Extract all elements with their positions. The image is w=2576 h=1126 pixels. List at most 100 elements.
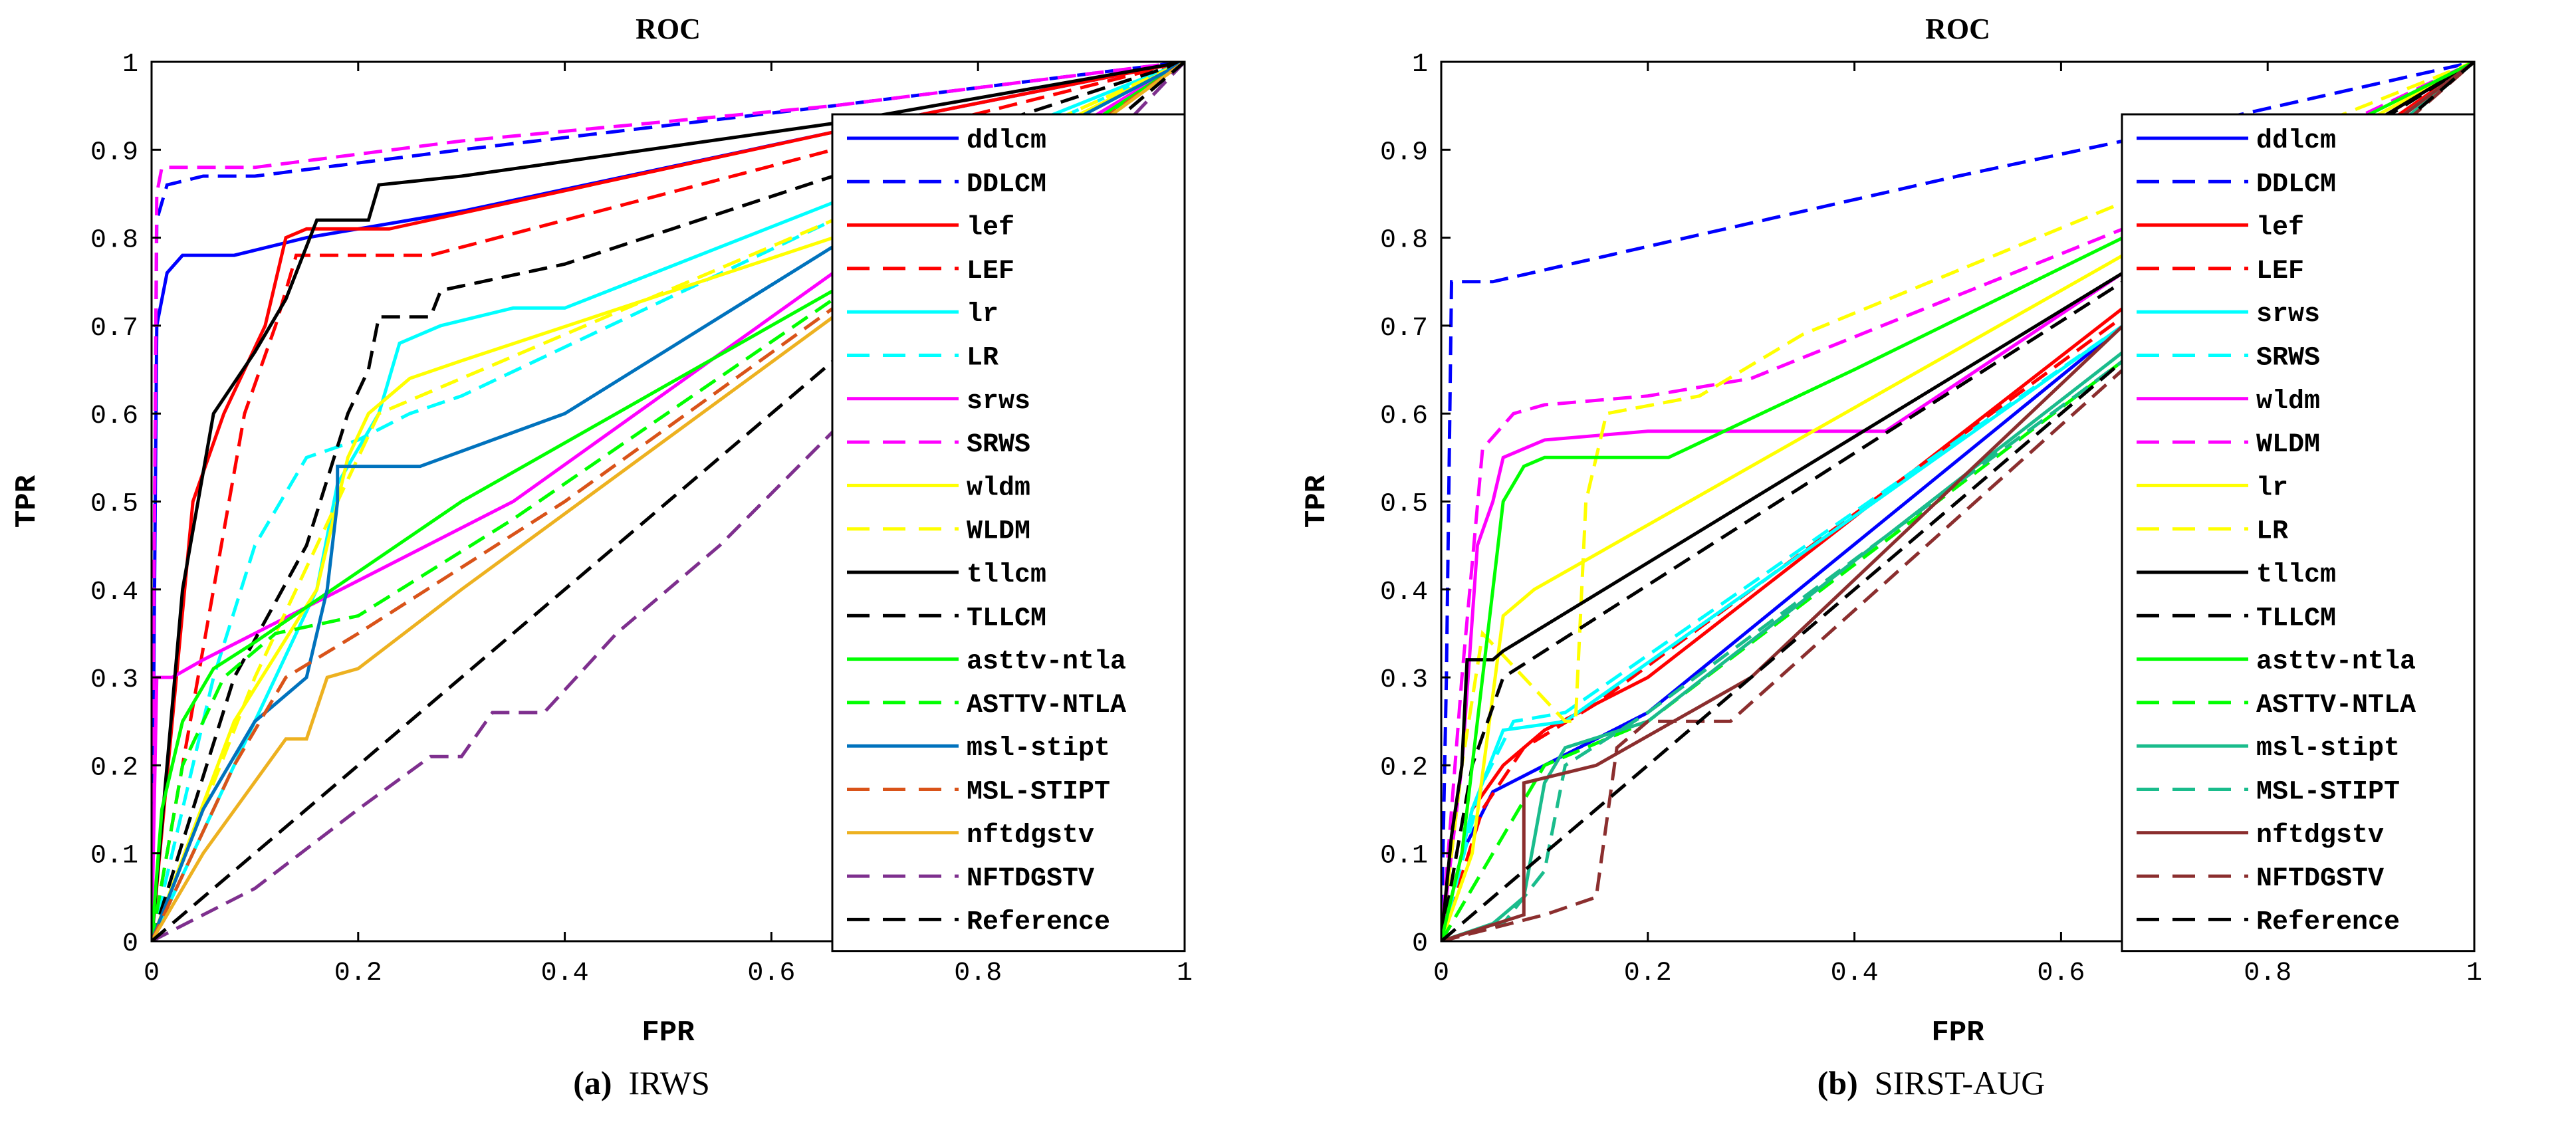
roc-chart-sirst-aug: ROC 0 0.2 0.4 0.6 0.8 1 0 0.1 0.2 0.3 0.4 0.5 0.6 0.7 0… <box>1300 13 2482 1050</box>
legend-label: srws <box>967 387 1030 417</box>
x-tick-label: 1 <box>1177 958 1193 988</box>
x-tick-label: 0 <box>144 958 160 988</box>
legend-label: ddlcm <box>967 126 1046 156</box>
x-axis-label: FPR <box>642 1016 695 1050</box>
x-tick-label: 0.4 <box>1831 958 1879 988</box>
legend-label: nftdgstv <box>2256 821 2384 851</box>
series-line-lr <box>152 62 1185 941</box>
legend-label: ASTTV-NTLA <box>967 691 1126 721</box>
legend-label: msl-stipt <box>967 734 1110 764</box>
roc-chart-irws: ROC 0 0.2 0.4 0.6 0.8 1 0 0.1 0.2 0.3 0.4 0.5 0.6 0.7 0… <box>11 13 1193 1050</box>
series-line-nftdgstv <box>152 62 1185 941</box>
caption-label: (b) <box>1817 1064 1858 1101</box>
y-tick-label: 0.9 <box>1380 138 1428 168</box>
y-tick-label: 0.3 <box>90 665 138 695</box>
series-line-wldm <box>1441 62 2474 941</box>
series-line-msl-stipt <box>152 62 1185 941</box>
legend-label: DDLCM <box>967 169 1046 199</box>
x-tick-label: 1 <box>2466 958 2482 988</box>
legend-label: DDLCM <box>2256 169 2336 199</box>
y-tick-label: 0.7 <box>1380 314 1428 344</box>
figure-caption-b: (b) SIRST-AUG <box>1290 1064 2573 1102</box>
series-line-nftdgstv <box>152 62 1185 941</box>
legend-label: NFTDGSTV <box>967 864 1094 894</box>
legend-label: nftdgstv <box>967 821 1094 851</box>
series-line-tllcm <box>152 62 1185 941</box>
caption-label: (a) <box>573 1064 612 1101</box>
y-tick-label: 0.9 <box>90 138 138 168</box>
series-line-asttv-ntla <box>152 62 1185 941</box>
legend-label: LR <box>967 344 998 374</box>
y-tick-label: 0.8 <box>90 226 138 256</box>
legend-label: lr <box>967 300 998 330</box>
roc-panel-irws: ROC 0 0.2 0.4 0.6 0.8 1 0 0.1 0.2 0.3 0.4 0.5 0.6 0.7 0… <box>0 0 1283 1126</box>
chart-title: ROC <box>636 13 701 45</box>
x-tick-label: 0.8 <box>2244 958 2291 988</box>
legend-label: srws <box>2256 300 2320 330</box>
series-line-tllcm <box>152 62 1185 941</box>
legend-label: lef <box>967 213 1014 243</box>
legend-label: TLLCM <box>2256 604 2336 633</box>
legend-label: lef <box>2256 213 2304 243</box>
legend-label: wldm <box>967 473 1030 503</box>
legend-label: SRWS <box>967 430 1030 460</box>
legend-label: NFTDGSTV <box>2256 864 2384 894</box>
legend-label: MSL-STIPT <box>2256 778 2400 808</box>
legend-label: lr <box>2256 473 2288 503</box>
y-tick-label: 0 <box>1412 929 1428 959</box>
series-line-asttv-ntla <box>1441 62 2474 941</box>
chart-title: ROC <box>1925 13 1990 45</box>
legend-label: SRWS <box>2256 344 2320 374</box>
x-tick-label: 0.4 <box>541 958 589 988</box>
y-tick-label: 0.1 <box>90 842 138 871</box>
caption-text: IRWS <box>628 1064 710 1101</box>
series-line-wldm <box>1441 62 2474 941</box>
roc-panel-sirst-aug: ROC 0 0.2 0.4 0.6 0.8 1 0 0.1 0.2 0.3 0.4 0.5 0.6 0.7 0… <box>1290 0 2573 1126</box>
series-line-ddlcm <box>152 62 1185 941</box>
series-line-nftdgstv <box>1441 62 2474 941</box>
legend-label: WLDM <box>2256 430 2320 460</box>
legend-box <box>831 113 1186 953</box>
figure-caption-a: (a) IRWS <box>0 1064 1283 1102</box>
legend-label: ddlcm <box>2256 126 2336 156</box>
y-tick-label: 0.1 <box>1380 842 1428 871</box>
series-line-lr <box>1441 62 2474 941</box>
caption-text: SIRST-AUG <box>1874 1064 2046 1101</box>
legend-label: asttv-ntla <box>2256 647 2416 677</box>
series-line-wldm <box>152 62 1185 941</box>
x-tick-label: 0.2 <box>334 958 382 988</box>
legend-label: tllcm <box>967 560 1046 590</box>
x-tick-label: 0.8 <box>954 958 1002 988</box>
legend-label: tllcm <box>2256 560 2336 590</box>
legend-label: asttv-ntla <box>967 647 1126 677</box>
series-line-tllcm <box>1441 62 2474 941</box>
y-axis-label: TPR <box>1300 475 1334 528</box>
legend-label: MSL-STIPT <box>967 778 1110 808</box>
legend-label: msl-stipt <box>2256 734 2400 764</box>
x-tick-label: 0.6 <box>747 958 795 988</box>
y-tick-label: 0.2 <box>90 753 138 783</box>
y-tick-label: 0 <box>122 929 138 959</box>
series-line-ddlcm <box>1441 62 2474 941</box>
x-tick-label: 0.6 <box>2037 958 2085 988</box>
legend-box <box>2121 113 2476 953</box>
legend-label: LEF <box>2256 257 2304 286</box>
legend-label: wldm <box>2256 387 2320 417</box>
y-tick-label: 1 <box>1412 50 1428 80</box>
legend: ddlcm DDLCM lef LEF srws SRWS wldm WLDM lr LR tllc… <box>2121 113 2476 953</box>
legend-label: TLLCM <box>967 604 1046 633</box>
series-line-srws <box>152 62 1185 941</box>
legend-label: Reference <box>967 907 1110 937</box>
legend: ddlcm DDLCM lef LEF lr LR srws SRWS wldm WLDM tllc… <box>831 113 1186 953</box>
legend-label: ASTTV-NTLA <box>2256 691 2416 721</box>
series-line-msl-stipt <box>1441 62 2474 941</box>
x-tick-label: 0 <box>1433 958 1449 988</box>
y-tick-label: 0.8 <box>1380 226 1428 256</box>
legend-label: WLDM <box>967 517 1030 547</box>
x-axis-label: FPR <box>1931 1016 1984 1050</box>
y-tick-label: 0.6 <box>1380 401 1428 431</box>
y-tick-label: 0.5 <box>1380 490 1428 520</box>
y-tick-label: 0.2 <box>1380 753 1428 783</box>
series-line-msl-stipt <box>152 62 1185 941</box>
y-tick-label: 0.4 <box>1380 578 1428 608</box>
